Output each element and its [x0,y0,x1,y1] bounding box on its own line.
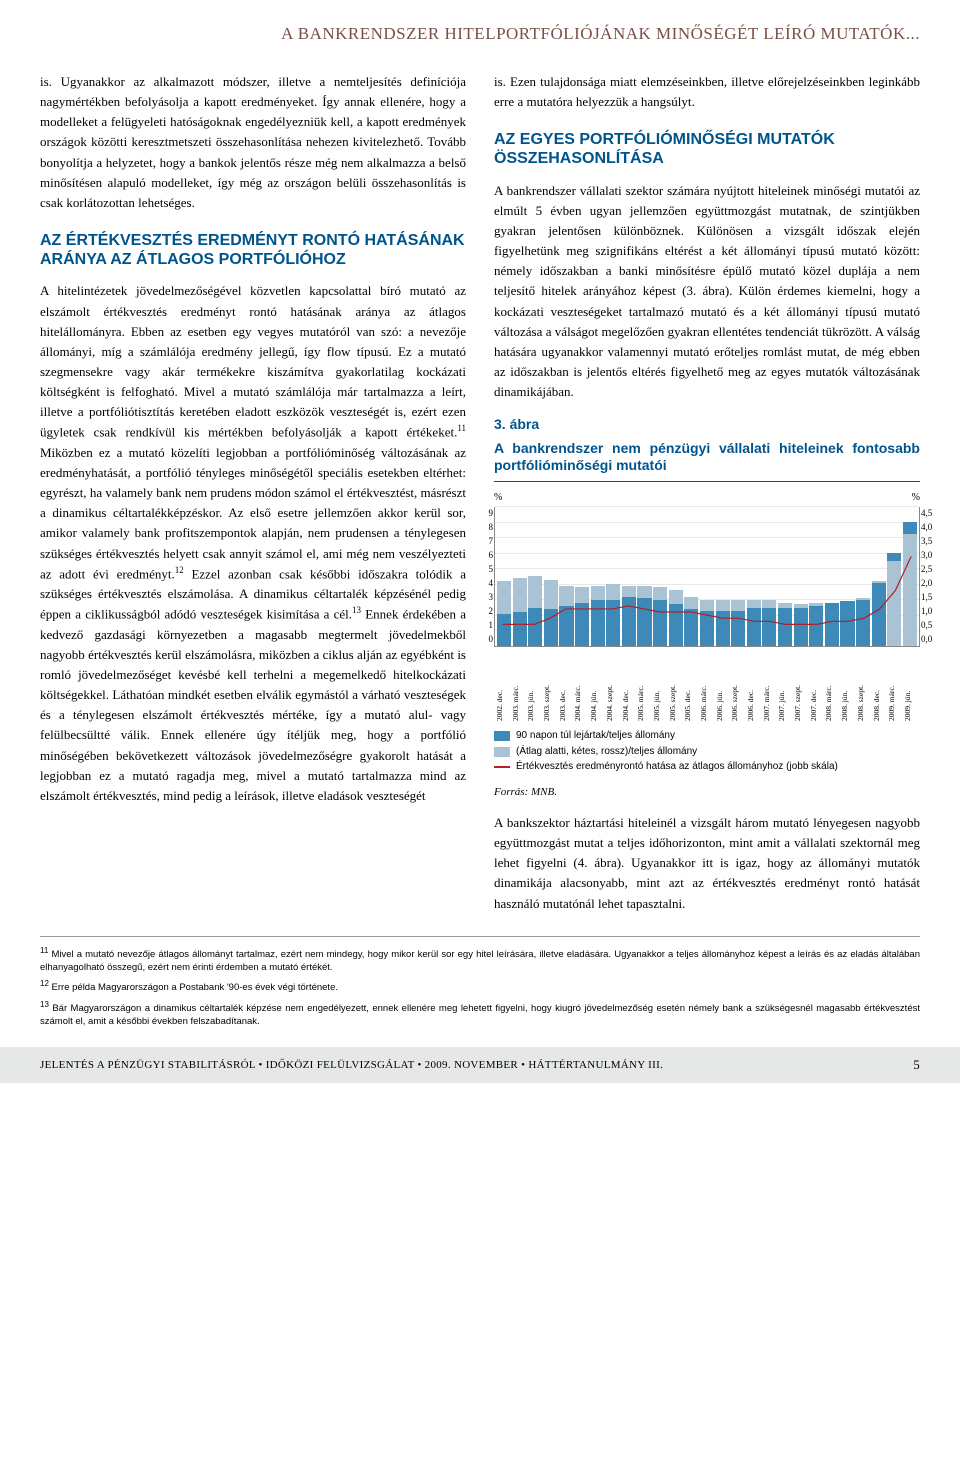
right-para-2: A bankrendszer vállalati szektor számára… [494,181,920,403]
footnote-11: 11 Mivel a mutató nevezője átlagos állom… [40,945,920,975]
left-column: is. Ugyanakkor az alkalmazott módszer, i… [40,72,466,914]
page-number: 5 [913,1057,920,1073]
chart-legend: 90 napon túl lejártak/teljes állomány(Át… [494,729,920,774]
y-axis-left: 9876543210 [481,507,493,646]
figure-label: 3. ábra [494,414,920,436]
footnote-ref-12: 12 [175,565,184,575]
chart-unit-row: % % [494,490,920,506]
figure-source: Forrás: MNB. [494,784,920,801]
page-header: A BANKRENDSZER HITELPORTFÓLIÓJÁNAK MINŐS… [0,0,960,56]
chart-plot: 9876543210 4,54,03,53,02,52,01,51,00,50,… [494,507,920,647]
footnote-ref-11: 11 [457,423,466,433]
footnote-13: 13 Bár Magyarországon a dinamikus céltar… [40,999,920,1029]
figure-title: A bankrendszer nem pénzügyi vállalati hi… [494,440,920,482]
right-para-3: A bankszektor háztartási hiteleinél a vi… [494,813,920,914]
footer-text: JELENTÉS A PÉNZÜGYI STABILITÁSRÓL • IDŐK… [40,1059,663,1071]
footnotes: 11 Mivel a mutató nevezője átlagos állom… [0,937,960,1047]
right-heading-1: AZ EGYES PORTFÓLIÓMINŐSÉGI MUTATÓK ÖSSZE… [494,130,920,168]
y-right-unit: % [912,490,920,506]
right-para-1: is. Ezen tulajdonsága miatt elemzéseinkb… [494,72,920,112]
figure-3: 3. ábra A bankrendszer nem pénzügyi váll… [494,414,920,801]
left-para-1: is. Ugyanakkor az alkalmazott módszer, i… [40,72,466,213]
page-footer: JELENTÉS A PÉNZÜGYI STABILITÁSRÓL • IDŐK… [0,1047,960,1083]
content-columns: is. Ugyanakkor az alkalmazott módszer, i… [0,56,960,922]
chart: % % 9876543210 4,54,03,53,02,52,01,51,00… [494,490,920,722]
x-axis-labels: 2002. dec.2003. márc.2003. jún.2003. sze… [494,651,920,721]
footnote-12: 12 Erre példa Magyarországon a Postabank… [40,978,920,994]
right-column: is. Ezen tulajdonsága miatt elemzéseinkb… [494,72,920,914]
left-para-2: A hitelintézetek jövedelmezőségével közv… [40,281,466,806]
left-heading-1: AZ ÉRTÉKVESZTÉS EREDMÉNYT RONTÓ HATÁSÁNA… [40,231,466,269]
chart-line [495,507,919,646]
y-left-unit: % [494,490,502,506]
y-axis-right: 4,54,03,53,02,52,01,51,00,50,0 [921,507,941,646]
header-title: A BANKRENDSZER HITELPORTFÓLIÓJÁNAK MINŐS… [281,24,920,43]
footnote-ref-13: 13 [352,605,361,615]
